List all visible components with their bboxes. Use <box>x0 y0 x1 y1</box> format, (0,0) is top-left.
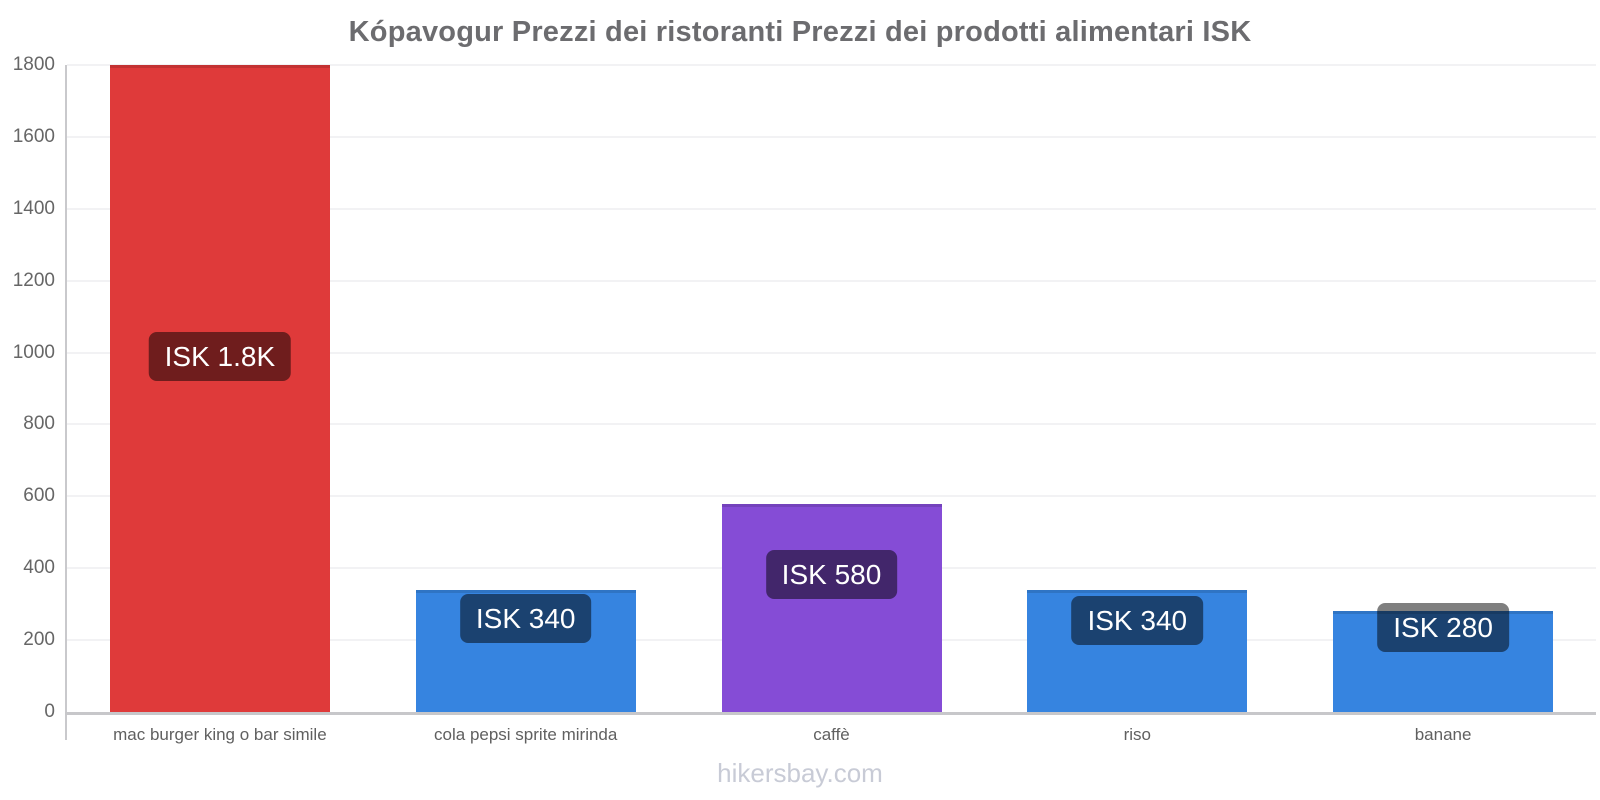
gridline <box>67 207 1596 210</box>
bar-riso[interactable]: ISK 340 <box>1027 590 1248 712</box>
y-axis-tick-label: 1800 <box>12 54 55 75</box>
bar-mac-burger-king-o-bar-simile[interactable]: ISK 1.8K <box>109 65 330 712</box>
gridline <box>67 495 1596 498</box>
y-axis-tick-label: 1400 <box>12 197 55 219</box>
y-axis-tick-label: 200 <box>23 629 55 651</box>
bar-value-label: ISK 340 <box>459 594 592 643</box>
y-axis-tick-label: 1000 <box>12 341 55 363</box>
y-axis-tick-label: 1600 <box>12 125 55 147</box>
bar-value-label: ISK 1.8K <box>148 332 292 381</box>
x-axis-category-label: banane <box>1414 725 1472 744</box>
bar-value-label: ISK 340 <box>1071 596 1204 645</box>
x-axis-line <box>65 712 1596 715</box>
x-axis-category-label: caffè <box>813 725 850 744</box>
gridline <box>67 351 1596 354</box>
bar-cola-pepsi-sprite-mirinda[interactable]: ISK 340 <box>415 590 636 712</box>
gridline <box>67 64 1596 66</box>
bar-fill <box>721 504 942 712</box>
x-axis-category-label: riso <box>1123 725 1151 744</box>
chart-title: Kópavogur Prezzi dei ristoranti Prezzi d… <box>348 16 1252 48</box>
bar-value-label: ISK 580 <box>765 550 898 599</box>
y-axis-tick-label: 1200 <box>12 269 55 291</box>
bar-banane[interactable]: ISK 280 <box>1333 603 1554 712</box>
y-axis-line <box>65 65 67 740</box>
gridline <box>67 135 1596 138</box>
bar-value-label: ISK 280 <box>1377 603 1509 652</box>
x-axis-category-label: mac burger king o bar simile <box>113 725 327 744</box>
gridline <box>67 423 1596 426</box>
y-axis-tick-label: 0 <box>44 701 55 722</box>
x-axis-category-label: cola pepsi sprite mirinda <box>434 725 618 744</box>
bar-caffè[interactable]: ISK 580 <box>721 504 942 712</box>
y-axis-tick-label: 800 <box>23 413 55 435</box>
bar-fill <box>109 65 330 712</box>
gridline <box>67 279 1596 282</box>
y-axis-tick-label: 600 <box>23 485 55 507</box>
y-axis-tick-label: 400 <box>23 557 55 579</box>
watermark-hikersbay: hikersbay.com <box>717 758 883 788</box>
